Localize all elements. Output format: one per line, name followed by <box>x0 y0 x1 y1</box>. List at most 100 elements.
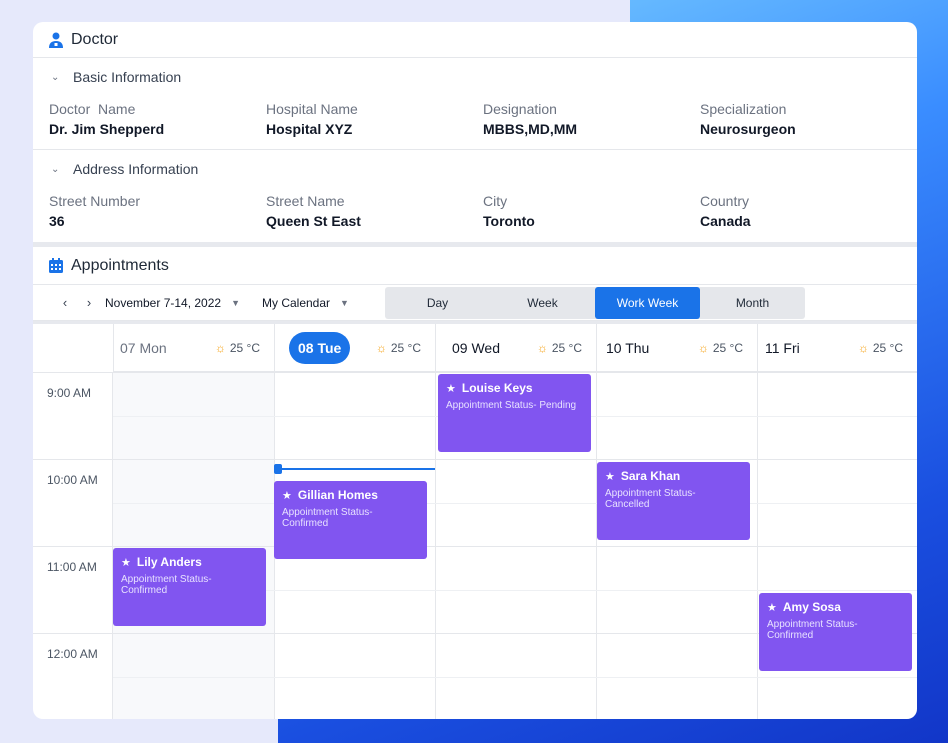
doctor-header: Doctor <box>33 22 917 58</box>
field-specialization: Specialization Neurosurgeon <box>700 100 917 140</box>
column-divider <box>112 372 113 719</box>
day-header[interactable]: 09 Wed ☼ 25 °C <box>435 324 596 372</box>
view-work-week-button[interactable]: Work Week <box>595 287 700 319</box>
basic-information-toggle[interactable]: ⌄ Basic Information <box>33 58 917 96</box>
day-header[interactable]: 11 Fri ☼ 25 °C <box>757 324 917 372</box>
section-heading: Address Information <box>73 161 199 177</box>
appointments-header: Appointments <box>33 247 917 285</box>
weather: ☼ 25 °C <box>537 341 582 355</box>
calendar-selector[interactable]: My Calendar ▼ <box>262 296 349 310</box>
time-label: 11:00 AM <box>47 560 97 574</box>
field-street-number: Street Number 36 <box>49 192 266 232</box>
caret-down-icon: ▼ <box>231 297 240 308</box>
time-column: 9:00 AM 10:00 AM 11:00 AM 12:00 AM <box>33 324 113 719</box>
event-status: Appointment Status- Confirmed <box>282 507 373 529</box>
past-day-background <box>113 372 274 719</box>
temperature: 25 °C <box>712 340 743 355</box>
next-button[interactable]: › <box>86 295 92 310</box>
doctor-card: Doctor ⌄ Basic Information Doctor Name D… <box>33 22 917 719</box>
time-label: 9:00 AM <box>47 386 92 400</box>
sun-icon: ☼ <box>536 340 548 355</box>
field-value: MBBS,MD,MM <box>483 121 578 137</box>
weather: ☼ 25 °C <box>376 341 421 355</box>
column-divider <box>757 372 758 719</box>
appointment-event[interactable]: ★ Lily Anders Appointment Status- Confirm… <box>113 548 266 626</box>
sun-icon: ☼ <box>214 340 226 355</box>
day-header[interactable]: 08 Tue ☼ 25 °C <box>274 324 435 372</box>
doctor-icon <box>49 32 63 48</box>
field-city: City Toronto <box>483 192 700 232</box>
calendar-toolbar: ‹ › November 7-14, 2022 ▼ My Calendar ▼ … <box>33 285 917 321</box>
field-label: Street Number <box>49 193 141 209</box>
previous-button[interactable]: ‹ <box>62 295 68 310</box>
time-label: 10:00 AM <box>47 473 98 487</box>
day-label: 10 Thu <box>606 339 650 356</box>
time-label: 12:00 AM <box>47 647 98 661</box>
column-divider <box>435 372 436 719</box>
view-switcher: Day Week Work Week Month <box>385 287 805 319</box>
field-value: Dr. Jim Shepperd <box>49 121 165 137</box>
field-label: Designation <box>483 101 557 117</box>
calendar-icon <box>49 258 63 273</box>
day-label: 07 Mon <box>120 339 167 356</box>
event-name: Sara Khan <box>620 469 681 483</box>
event-status: Appointment Status- Cancelled <box>605 488 696 510</box>
half-hour-line <box>113 503 917 504</box>
event-name: Louise Keys <box>461 381 533 395</box>
caret-down-icon: ▼ <box>340 297 349 308</box>
doctor-title: Doctor <box>71 30 119 48</box>
star-icon: ★ <box>767 601 777 614</box>
hour-line <box>33 546 917 547</box>
field-value: Canada <box>700 213 751 229</box>
weather: ☼ 25 °C <box>215 341 260 355</box>
day-label: 11 Fri <box>765 339 800 356</box>
event-status: Appointment Status- Confirmed <box>121 574 212 596</box>
background-top <box>0 0 630 22</box>
weather: ☼ 25 °C <box>858 341 903 355</box>
field-label: Doctor Name <box>49 101 136 117</box>
field-label: Street Name <box>266 193 345 209</box>
address-information-toggle[interactable]: ⌄ Address Information <box>33 150 917 188</box>
date-range-picker[interactable]: November 7-14, 2022 ▼ <box>105 296 240 310</box>
appointment-event[interactable]: ★ Amy Sosa Appointment Status- Confirmed <box>759 593 912 671</box>
day-header[interactable]: 10 Thu ☼ 25 °C <box>596 324 757 372</box>
star-icon: ★ <box>605 470 615 483</box>
chevron-down-icon: ⌄ <box>51 71 60 83</box>
half-hour-line <box>113 677 917 678</box>
field-value: 36 <box>49 213 65 229</box>
hour-line <box>33 372 917 373</box>
chevron-down-icon: ⌄ <box>51 163 60 175</box>
appointment-event[interactable]: ★ Louise Keys Appointment Status- Pending <box>438 374 591 452</box>
sun-icon: ☼ <box>375 340 387 355</box>
field-label: Hospital Name <box>266 101 358 117</box>
field-street-name: Street Name Queen St East <box>266 192 483 232</box>
temperature: 25 °C <box>872 340 903 355</box>
temperature: 25 °C <box>551 340 582 355</box>
event-status: Appointment Status- Confirmed <box>767 619 858 641</box>
basic-information-section: ⌄ Basic Information Doctor Name Dr. Jim … <box>33 58 917 150</box>
field-value: Queen St East <box>266 213 361 229</box>
view-day-button[interactable]: Day <box>426 296 449 310</box>
sun-icon: ☼ <box>697 340 709 355</box>
field-country: Country Canada <box>700 192 917 232</box>
field-designation: Designation MBBS,MD,MM <box>483 100 700 140</box>
star-icon: ★ <box>121 556 131 569</box>
day-header[interactable]: 07 Mon ☼ 25 °C <box>113 324 274 372</box>
star-icon: ★ <box>446 382 456 395</box>
toolbar-divider <box>33 321 917 324</box>
current-time-line <box>278 468 435 470</box>
field-value: Hospital XYZ <box>266 121 353 137</box>
event-name: Lily Anders <box>136 555 202 569</box>
appointment-event[interactable]: ★ Gillian Homes Appointment Status- Confi… <box>274 481 427 559</box>
event-name: Amy Sosa <box>782 600 841 614</box>
field-value: Toronto <box>483 213 535 229</box>
view-month-button[interactable]: Month <box>735 296 770 310</box>
view-week-button[interactable]: Week <box>527 296 558 310</box>
section-divider <box>33 242 917 247</box>
schedule-grid: 07 Mon ☼ 25 °C 08 Tue ☼ 25 °C 09 Wed ☼ 25 °… <box>33 324 917 719</box>
temperature: 25 °C <box>390 340 421 355</box>
sun-icon: ☼ <box>857 340 869 355</box>
field-hospital-name: Hospital Name Hospital XYZ <box>266 100 483 140</box>
star-icon: ★ <box>282 489 292 502</box>
appointment-event[interactable]: ★ Sara Khan Appointment Status- Cancelled <box>597 462 750 540</box>
